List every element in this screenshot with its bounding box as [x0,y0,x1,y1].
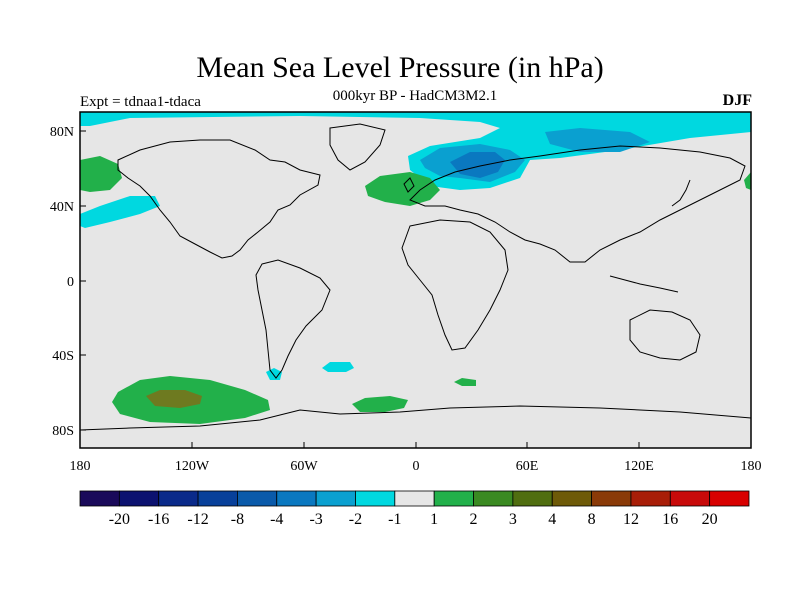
coastline-japan [671,179,691,207]
colorbar-swatch [551,490,592,507]
colorbar-swatch [315,490,356,507]
lat-tick-label: 40N [50,200,74,215]
alaska-positive-anomaly [80,156,122,192]
lat-tick-label: 0 [67,275,74,290]
lon-tick-label: 60E [516,459,539,474]
colorbar-swatch [394,490,435,507]
latitude-axis: 80N 40N 0 40S 80S [50,125,86,439]
anomaly-contours [80,112,751,431]
colorbar-label: 1 [430,511,438,528]
colorbar-label: -3 [309,511,322,528]
colorbar-label: -20 [109,511,130,528]
coastline-australia [629,309,701,361]
coastline-uk [403,177,415,193]
colorbar-swatch [197,490,238,507]
colorbar-swatch [237,490,278,507]
coastlines [80,123,751,431]
colorbar-label: -2 [349,511,362,528]
colorbar-label: -8 [231,511,244,528]
lon-tick-label: 180 [741,459,762,474]
colorbar-swatch [118,490,160,507]
coastline-eurasia [409,145,746,263]
lon-tick-label: 120E [624,459,654,474]
colorbar-label: 20 [702,511,718,528]
lat-tick-label: 80N [50,125,74,140]
longitude-axis: 180 120W 60W 0 60E 120E 180 [70,442,762,474]
colorbar-swatch [433,490,474,507]
colorbar-label: 2 [470,511,478,528]
colorbar-label: -16 [148,511,169,528]
south-atlantic-negative-spot [322,362,354,372]
colorbar-swatch [591,490,632,507]
lon-tick-label: 180 [70,459,91,474]
colorbar-label: 16 [662,511,678,528]
map-subtitle: 000kyr BP - HadCM3M2.1 [332,88,498,104]
colorbar-label: 3 [509,511,517,528]
coastline-south-america [255,259,331,379]
colorbar-swatch [512,490,553,507]
south-atlantic-positive-anomaly [352,396,408,412]
colorbar-swatch [669,490,711,507]
north-pacific-negative-anomaly [80,196,160,228]
lon-tick-label: 0 [413,459,420,474]
east-edge-positive-anomaly [744,172,751,190]
season-label: DJF [722,92,752,109]
colorbar-label: -1 [388,511,401,528]
colorbar-swatch [79,490,120,507]
colorbar-label: 8 [588,511,596,528]
lat-tick-label: 80S [52,424,74,439]
south-pacific-positive-core [146,390,202,408]
lon-tick-label: 120W [175,459,210,474]
colorbar-label: 4 [548,511,556,528]
south-indian-positive-anomaly [454,378,476,386]
colorbar-swatch [355,490,396,507]
colorbar-swatch [709,490,750,507]
map-title: Mean Sea Level Pressure (in hPa) [196,51,604,84]
coastline-north-america [117,139,321,259]
coastline-greenland [329,123,386,171]
colorbar-swatch [630,490,671,507]
coastline-africa [401,219,509,351]
colorbar-swatch [473,490,514,507]
lat-tick-label: 40S [52,349,74,364]
experiment-label: Expt = tdnaa1-tdaca [80,94,201,110]
colorbar-label: 12 [623,511,639,528]
scandinavia-negative-core [450,152,505,178]
drake-passage-negative-spot [266,368,282,380]
north-atlantic-positive-anomaly [365,172,440,206]
coastline-antarctica [80,405,751,431]
colorbar-label: -4 [270,511,283,528]
colorbar-swatch [158,490,199,507]
colorbar-swatch [276,490,317,507]
colorbar: -20 -16 -12 -8 -4 -3 -2 -1 1 2 3 4 8 12 16 20 [79,490,750,528]
lon-tick-label: 60W [290,459,318,474]
colorbar-label: -12 [187,511,208,528]
coastline-indonesia [609,275,679,293]
